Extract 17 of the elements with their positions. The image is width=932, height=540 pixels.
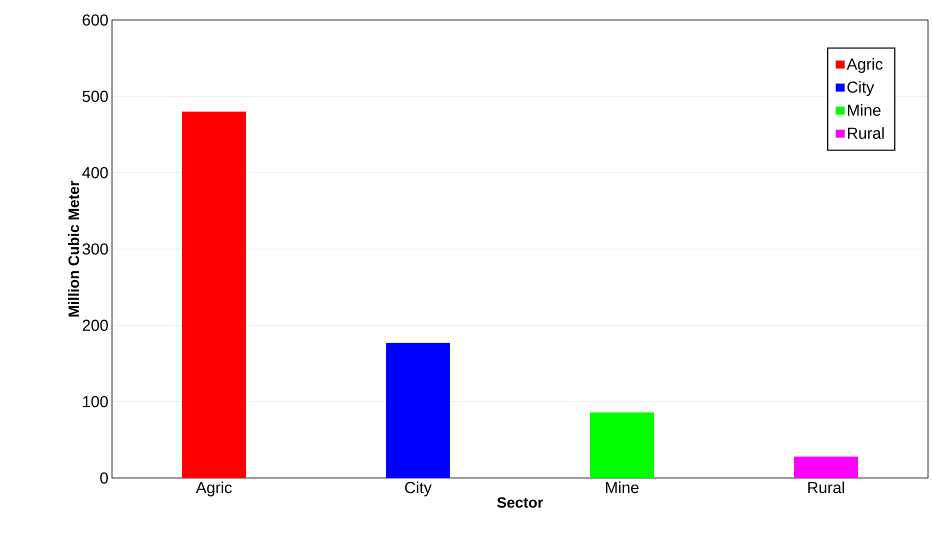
x-tick-label: Agric: [196, 482, 232, 496]
legend-label: Mine: [848, 104, 881, 116]
y-tick-label: 100: [83, 396, 108, 408]
y-tick-label: 200: [82, 320, 108, 331]
x-tick-label: Mine: [606, 482, 639, 494]
y-tick-label: 500: [82, 90, 108, 102]
y-tick-label: 600: [82, 14, 108, 26]
x-axis-title: Sector: [497, 497, 544, 508]
y-tick-label: 400: [82, 167, 108, 178]
legend-label: Rural: [848, 127, 884, 139]
y-axis-title: Million Cubic Meter: [68, 180, 80, 316]
x-tick-label: City: [405, 482, 432, 496]
legend-label: Agric: [846, 58, 883, 73]
x-tick-label: Rural: [808, 482, 844, 494]
y-tick-label: 0: [100, 472, 108, 484]
legend-label: City: [848, 81, 874, 96]
y-tick-label: 300: [82, 243, 108, 255]
